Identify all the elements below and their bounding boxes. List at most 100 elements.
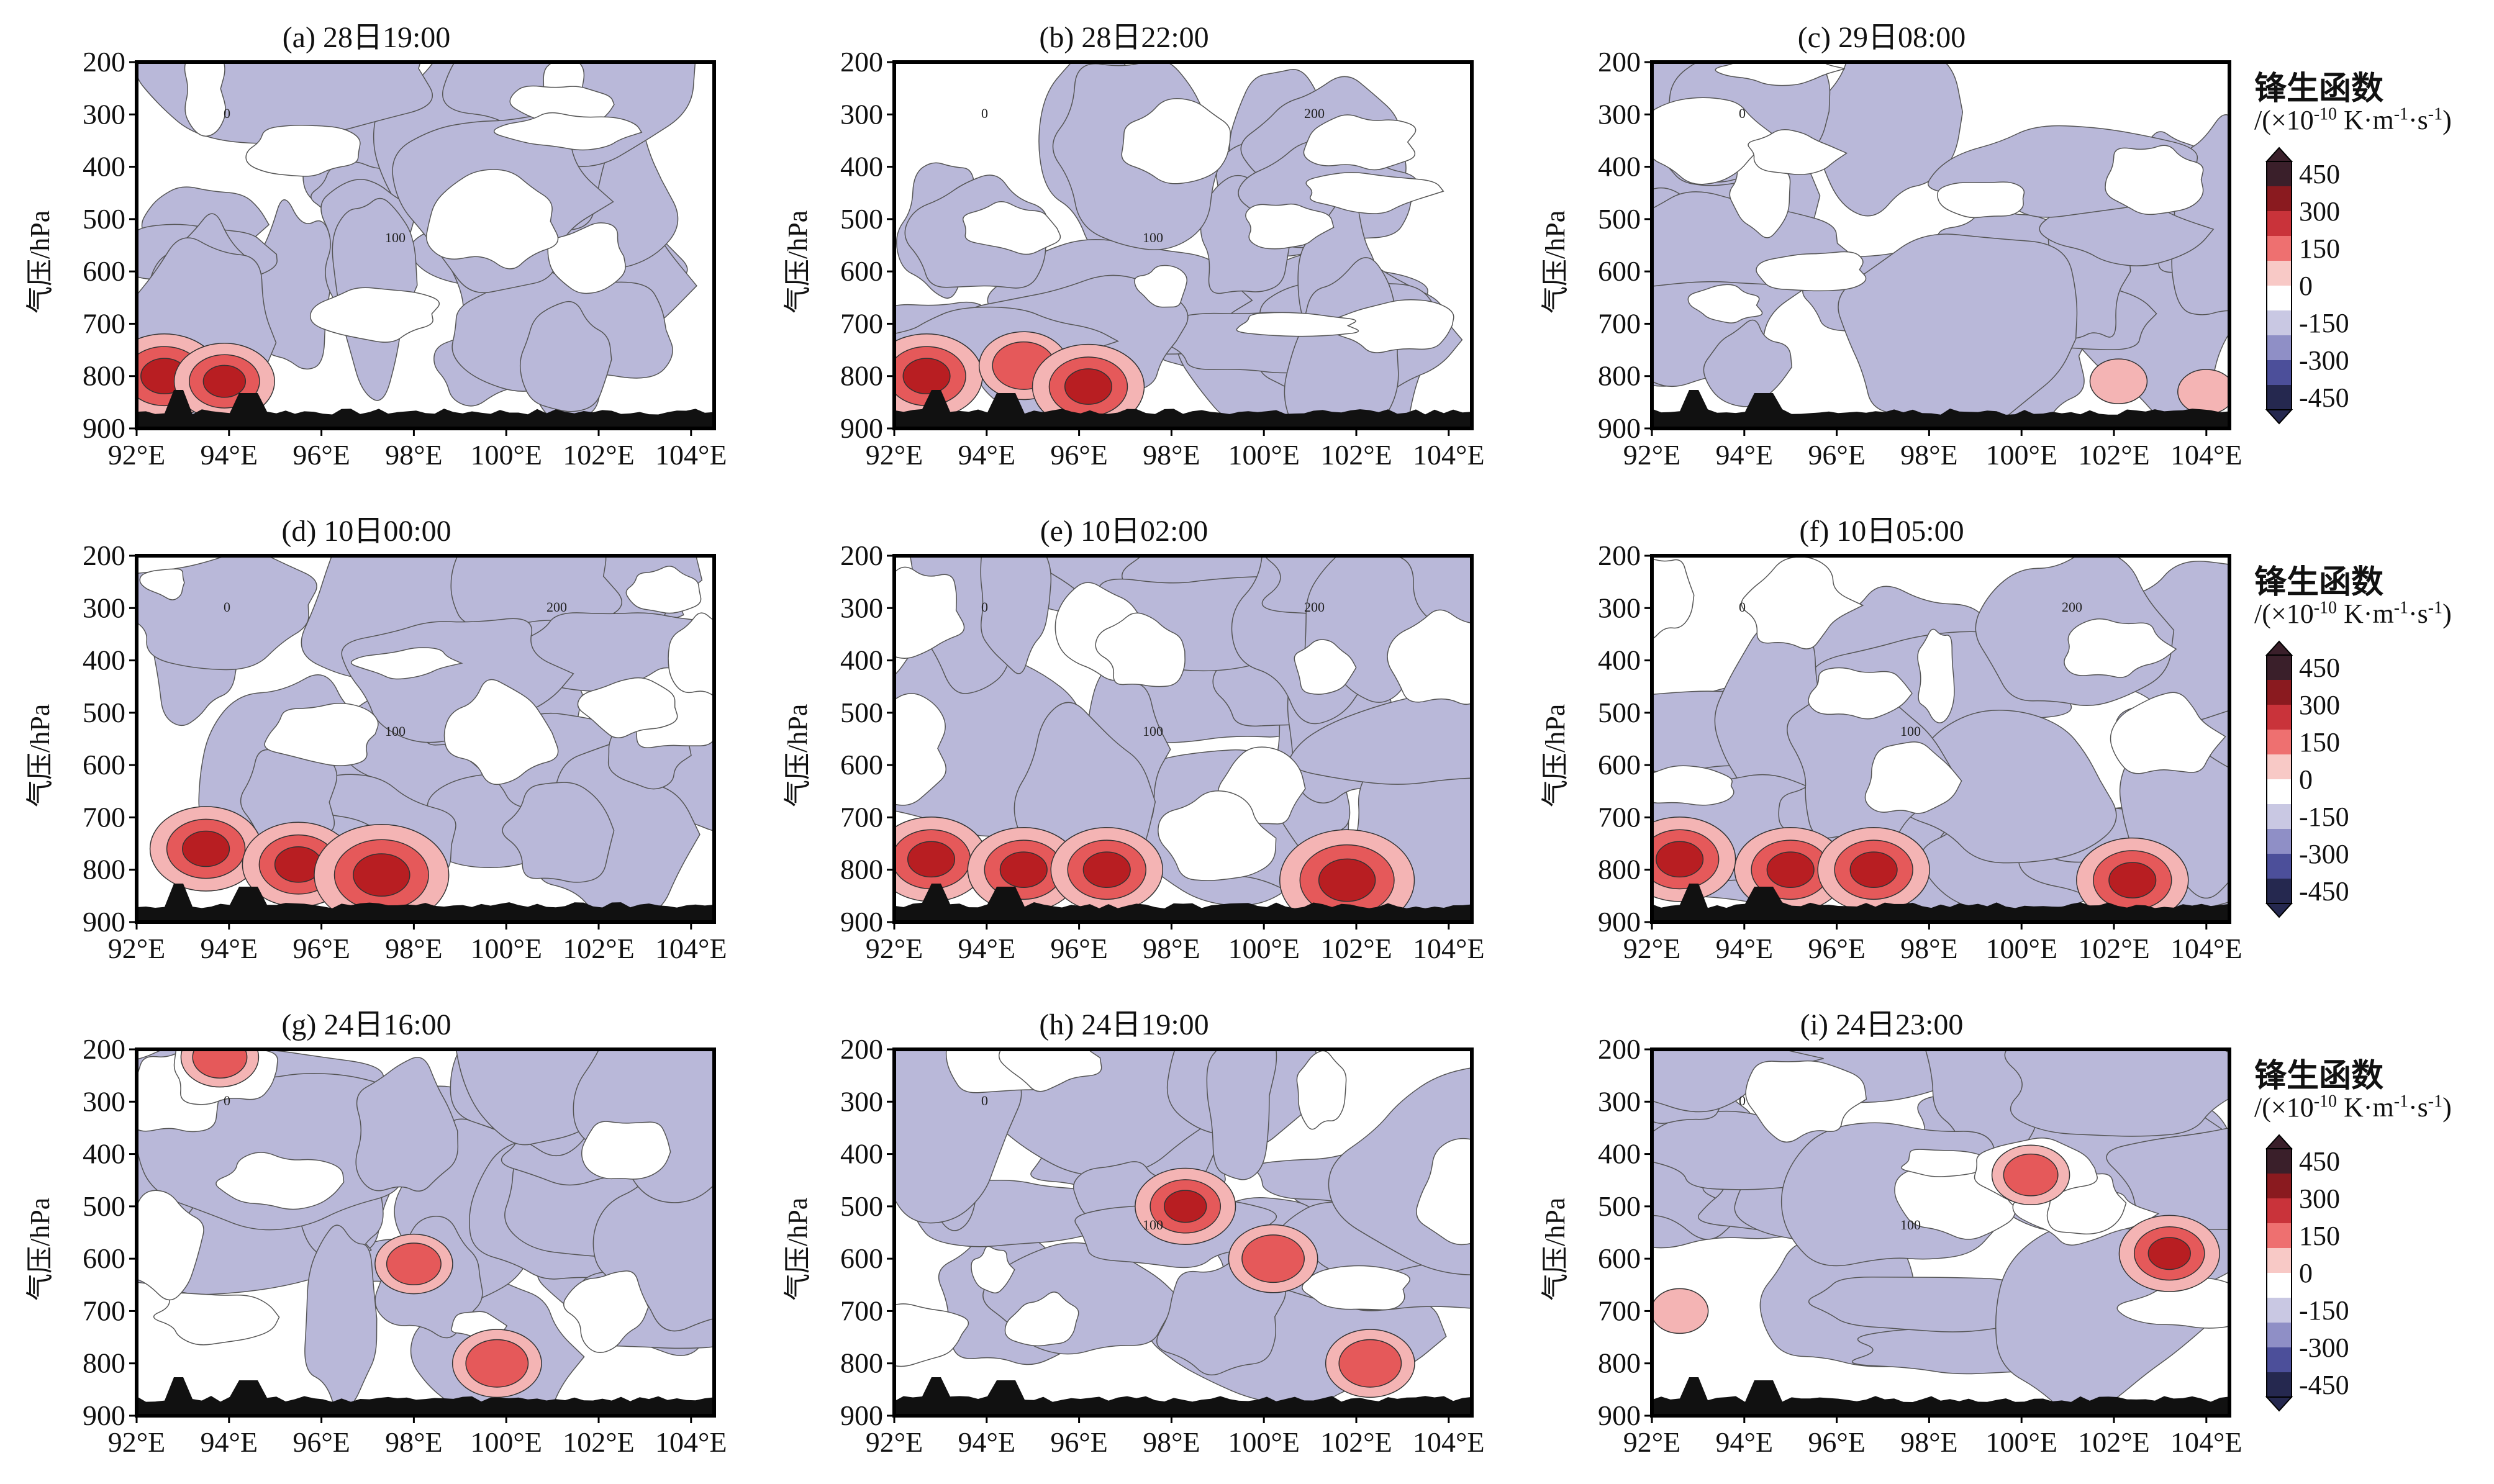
zero-region [971, 1246, 1015, 1294]
zero-region [1302, 1265, 1410, 1311]
x-tick-label: 100°E [470, 439, 542, 471]
x-tick-label: 96°E [1050, 933, 1108, 964]
y-tick-label: 700 [83, 1295, 125, 1326]
x-tick-label: 102°E [1320, 1426, 1392, 1458]
y-tick-label: 200 [840, 46, 883, 78]
y-tick-label: 500 [1598, 203, 1641, 235]
y-tick-label: 900 [840, 412, 883, 444]
y-tick-label: 800 [83, 360, 125, 392]
y-tick-label: 300 [83, 592, 125, 623]
positive-maximum [465, 1339, 529, 1388]
contour-label: 100 [385, 723, 406, 739]
x-tick-label: 94°E [958, 439, 1016, 471]
colorbar-tick-label: -450 [2299, 876, 2349, 907]
y-tick-label: 200 [83, 46, 125, 78]
zero-region [1756, 251, 1867, 292]
y-tick-label: 200 [840, 1033, 883, 1065]
plot-frame [135, 60, 716, 430]
x-tick-label: 104°E [2170, 933, 2242, 964]
colorbar: 锋生函数/(×10-10 K·m-1·s-1) 450 300 150 0 -150 -30… [2248, 556, 2494, 928]
positive-maximum [1652, 1288, 1709, 1334]
panel-e: (e) 10日02:00 气压/hPa 0 100 200 200 300 400 500 600… [758, 506, 1490, 990]
colorbar-tick-label: -150 [2299, 308, 2349, 338]
x-tick-label: 102°E [2078, 933, 2150, 964]
colorbar-segment [2267, 161, 2292, 187]
colorbar-tick-label: -300 [2299, 1332, 2349, 1363]
zero-region [1294, 639, 1357, 695]
x-tick-label: 104°E [1413, 439, 1485, 471]
zero-region [184, 62, 226, 137]
colorbar-segment [2267, 754, 2292, 780]
negative-region [450, 556, 622, 627]
zero-region [1416, 1138, 1472, 1246]
zero-region [139, 568, 185, 600]
x-tick-label: 102°E [1320, 439, 1392, 471]
x-tick-label: 92°E [866, 439, 923, 471]
colorbar-segment [2267, 1298, 2292, 1323]
y-tick-label: 300 [1598, 592, 1641, 623]
panel-title: (g) 24日16:00 [281, 1008, 451, 1041]
y-tick-label: 700 [840, 801, 883, 833]
colorbar-segment [2267, 360, 2292, 386]
zero-region [577, 677, 678, 739]
x-tick-label: 102°E [563, 933, 635, 964]
contour-label: 0 [1739, 599, 1746, 615]
zero-region [309, 287, 440, 343]
y-tick-label: 600 [840, 255, 883, 287]
negative-region [1206, 1049, 1277, 1180]
y-tick-label: 600 [840, 749, 883, 780]
x-tick-label: 102°E [2078, 1426, 2150, 1458]
panel-b: (b) 28日22:00 气压/hPa 0 100 200 200 300 400 500 600… [758, 12, 1490, 497]
colorbar-segment [2267, 261, 2292, 286]
negative-region [304, 1224, 378, 1413]
zero-region [625, 566, 702, 614]
contour-label: 100 [1143, 230, 1163, 245]
positive-maximum [192, 1049, 248, 1079]
y-tick-label: 400 [83, 645, 125, 676]
x-tick-label: 98°E [1900, 439, 1958, 471]
colorbar-segment [2267, 236, 2292, 261]
positive-maximum [907, 841, 956, 878]
zero-region [1387, 609, 1472, 705]
zero-region [547, 222, 626, 294]
contour-label: 0 [981, 106, 988, 121]
x-tick-label: 102°E [1320, 933, 1392, 964]
x-tick-label: 96°E [1050, 1426, 1108, 1458]
colorbar-segment [2267, 779, 2292, 805]
contour-label: 200 [1304, 106, 1325, 121]
y-tick-label: 700 [1598, 307, 1641, 339]
positive-maximum [1064, 368, 1113, 405]
zero-region [1748, 129, 1848, 175]
terrain [894, 1377, 1472, 1416]
colorbar-segment [2267, 680, 2292, 705]
y-tick-label: 900 [83, 1400, 125, 1431]
panel-g: (g) 24日16:00 气压/hPa 0 200 300 400 500 600 700 800… [0, 1000, 733, 1484]
zero-region [581, 1121, 671, 1180]
x-tick-label: 92°E [108, 933, 166, 964]
x-tick-label: 104°E [1413, 1426, 1485, 1458]
x-tick-label: 104°E [655, 1426, 727, 1458]
panel-d: (d) 10日00:00 气压/hPa 0 100 200 200 300 400 500 600… [0, 506, 733, 990]
y-tick-label: 400 [840, 1138, 883, 1170]
colorbar: 锋生函数/(×10-10 K·m-1·s-1) 450 300 150 0 -150 -30… [2248, 62, 2494, 435]
zero-region [668, 612, 714, 697]
terrain [1652, 884, 2229, 922]
x-tick-label: 94°E [1716, 1426, 1774, 1458]
x-tick-label: 98°E [1143, 933, 1200, 964]
terrain [137, 1377, 714, 1416]
x-tick-label: 98°E [385, 933, 443, 964]
colorbar-tick-label: 300 [2299, 1183, 2340, 1214]
positive-maximum [1766, 851, 1815, 889]
colorbar-segment [2267, 286, 2292, 311]
y-tick-label: 900 [840, 906, 883, 938]
positive-maximum [1338, 1339, 1402, 1388]
x-tick-label: 104°E [2170, 439, 2242, 471]
zero-region [2064, 618, 2177, 678]
positive-maximum [386, 1242, 442, 1285]
y-tick-label: 400 [1598, 645, 1641, 676]
terrain [137, 390, 714, 428]
y-tick-label: 500 [1598, 697, 1641, 728]
panel-h: (h) 24日19:00 气压/hPa 0 100 200 300 400 500 600 700… [758, 1000, 1490, 1484]
